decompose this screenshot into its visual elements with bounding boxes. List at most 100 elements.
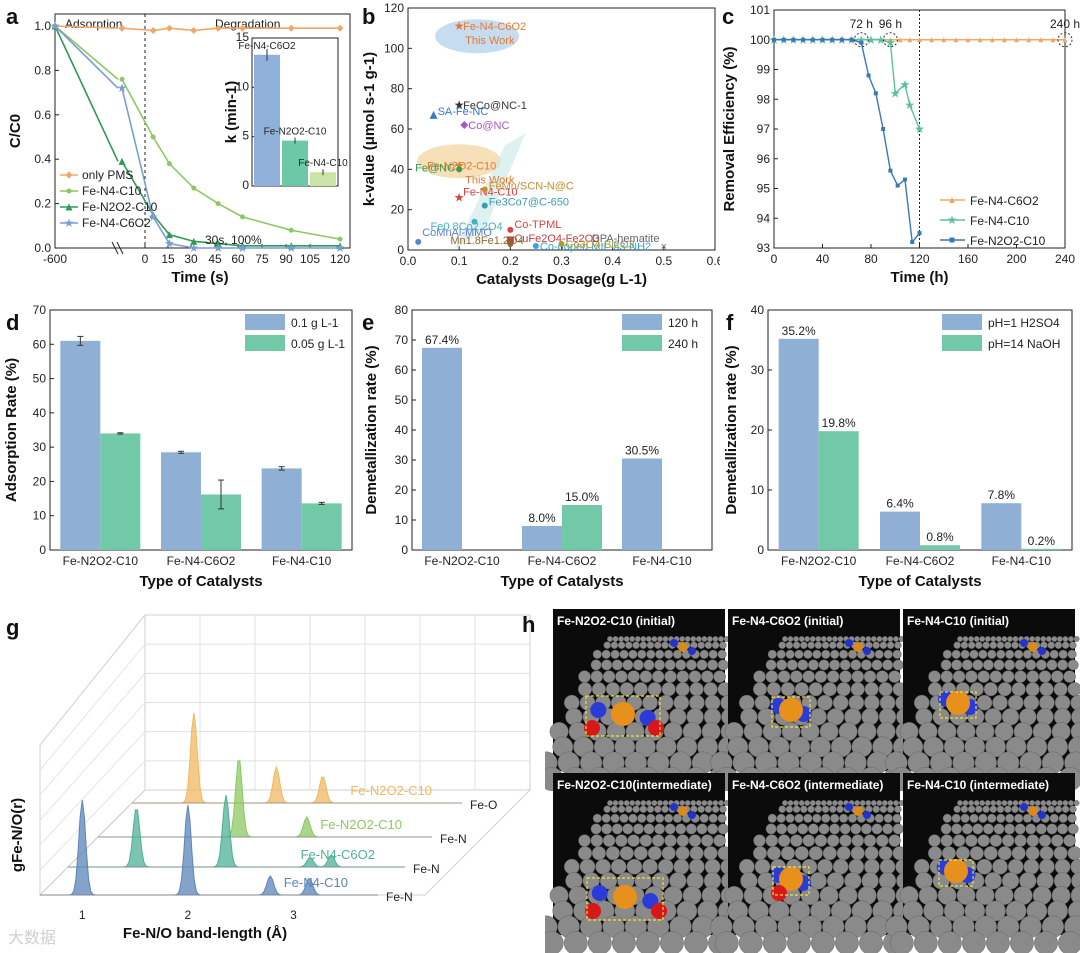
panel-g-bond-label-fe-o: Fe-O bbox=[470, 798, 497, 812]
panel-a-point-fe-n4-c10 bbox=[150, 134, 156, 140]
panel-h-carbon-sphere bbox=[814, 670, 828, 683]
panel-h-carbon-sphere bbox=[820, 636, 827, 642]
panel-a-letter: a bbox=[6, 4, 19, 29]
panel-h-carbon-sphere bbox=[654, 823, 666, 835]
panel-h-carbon-sphere bbox=[787, 931, 811, 953]
panel-h-carbon-sphere bbox=[778, 805, 786, 813]
panel-h-carbon-sphere bbox=[787, 636, 794, 642]
panel-h-carbon-sphere bbox=[1068, 636, 1074, 642]
panel-h-carbon-sphere bbox=[807, 641, 815, 649]
panel-h-carbon-sphere bbox=[603, 641, 611, 649]
panel-b-point-comnal-mmo bbox=[415, 238, 422, 245]
panel-h-carbon-sphere bbox=[794, 846, 809, 861]
panel-h-carbon-sphere bbox=[1004, 641, 1012, 649]
panel-h-carbon-sphere bbox=[697, 641, 705, 649]
panel-h-carbon-sphere bbox=[964, 736, 986, 758]
panel-h-carbon-sphere bbox=[793, 636, 800, 642]
panel-c-point-fe-n2o2-c10 bbox=[791, 37, 796, 42]
panel-e-chart: e 0 10 20 30 40 50 60 70 80 Fe-N2O2-C10 67.4% Fe-N4… bbox=[362, 303, 713, 590]
panel-h-carbon-sphere bbox=[864, 846, 879, 861]
panel-h-carbon-sphere bbox=[1025, 682, 1040, 697]
panel-h-carbon-sphere bbox=[800, 805, 808, 813]
panel-g-grid-line bbox=[39, 760, 146, 871]
panel-g-grid-line bbox=[39, 673, 146, 796]
panel-h-carbon-sphere bbox=[610, 813, 620, 823]
panel-a-point-only-pms bbox=[239, 24, 246, 32]
panel-h-carbon-sphere bbox=[836, 682, 851, 697]
panel-h-carbon-sphere bbox=[977, 834, 990, 847]
panel-h-carbon-sphere bbox=[662, 800, 669, 806]
panel-c-point-fe-n2o2-c10 bbox=[810, 37, 815, 42]
panel-h-carbon-sphere bbox=[894, 641, 902, 649]
panel-b-y-axis-title: k-value (μmol s-1 g-1) bbox=[361, 52, 378, 206]
panel-b-point-label-dpa-hematite: DPA-hematite bbox=[592, 233, 660, 245]
panel-a-point-only-pms bbox=[287, 24, 295, 32]
panel-h-carbon-sphere bbox=[804, 636, 811, 642]
panel-h-carbon-sphere bbox=[965, 834, 978, 847]
panel-c-x-axis-title: Time (h) bbox=[890, 269, 948, 286]
panel-h-carbon-sphere bbox=[836, 641, 844, 649]
panel-e-bar-120-h bbox=[422, 347, 462, 550]
panel-h-carbon-sphere bbox=[657, 636, 663, 642]
panel-h-carbon-sphere bbox=[821, 805, 830, 813]
panel-h-carbon-sphere bbox=[808, 846, 823, 861]
panel-h-nitrogen-sphere bbox=[845, 639, 853, 647]
panel-c-series-line-fe-n2o2-c10 bbox=[774, 39, 921, 244]
panel-b-y-tick-label: 0 bbox=[397, 243, 404, 257]
panel-h-carbon-sphere bbox=[633, 682, 648, 697]
panel-h-carbon-sphere bbox=[754, 858, 771, 875]
panel-h-carbon-sphere bbox=[984, 708, 1002, 726]
panel-b-point-fe3co7-c-650 bbox=[481, 202, 488, 209]
panel-h-carbon-sphere bbox=[1047, 805, 1055, 813]
panel-h-carbon-sphere bbox=[951, 659, 963, 671]
panel-h-carbon-sphere bbox=[1045, 636, 1052, 642]
panel-h-carbon-sphere bbox=[872, 805, 880, 813]
panel-b-point-fe-n2o2-c10: ★ bbox=[454, 158, 465, 172]
panel-h-carbon-sphere bbox=[676, 834, 690, 847]
panel-a-y-tick-label: 0.0 bbox=[34, 241, 51, 255]
panel-g-series-label-fe-n2o2-c10: Fe-N2O2-C10 bbox=[350, 783, 432, 798]
panel-h-carbon-sphere bbox=[765, 823, 777, 835]
panel-h-carbon-sphere bbox=[626, 858, 643, 875]
panel-h-carbon-sphere bbox=[672, 813, 682, 823]
panel-h-carbon-sphere bbox=[996, 805, 1005, 813]
panel-b-point-label-co-tpml: Co-TPML bbox=[514, 219, 561, 231]
panel-h-carbon-sphere bbox=[819, 722, 839, 741]
panel-c-series-line-fe-n4-c10 bbox=[774, 39, 921, 130]
panel-h-carbon-sphere bbox=[872, 641, 880, 649]
panel-h-carbon-sphere bbox=[814, 805, 823, 813]
panel-h-snapshot-1: Fe-N2O2-C10 (initial) bbox=[545, 609, 740, 791]
panel-h-carbon-sphere bbox=[753, 846, 768, 861]
panel-h-carbon-sphere bbox=[953, 641, 961, 649]
panel-h-carbon-sphere bbox=[928, 846, 943, 861]
panel-h-carbon-sphere bbox=[719, 805, 727, 813]
panel-b-point-co-doped-mil-53-nh2 bbox=[532, 242, 539, 249]
panel-h-carbon-sphere bbox=[960, 641, 969, 649]
panel-h-carbon-sphere bbox=[808, 823, 819, 835]
panel-h-carbon-sphere bbox=[637, 813, 647, 823]
panel-h-carbon-sphere bbox=[1058, 813, 1068, 823]
panel-h-carbon-sphere bbox=[690, 636, 697, 642]
panel-a-point-fe-n4-c10 bbox=[191, 185, 197, 191]
panel-e-y-axis-title: Demetallization rate (%) bbox=[363, 345, 380, 514]
panel-h-carbon-sphere bbox=[913, 694, 930, 711]
panel-h-carbon-sphere bbox=[579, 858, 596, 875]
panel-h-carbon-sphere bbox=[1039, 846, 1054, 861]
panel-c-highlight-circle bbox=[853, 32, 869, 48]
panel-h-carbon-sphere bbox=[1014, 670, 1027, 683]
panel-h-carbon-sphere bbox=[591, 682, 606, 697]
panel-h-carbon-sphere bbox=[892, 823, 904, 835]
panel-h-carbon-sphere bbox=[689, 694, 705, 711]
panel-h-iron-sphere bbox=[853, 642, 863, 652]
panel-h-iron-sphere bbox=[611, 702, 635, 726]
panel-a-inset-bar-fe-n2o2-c10 bbox=[282, 140, 308, 186]
panel-h-carbon-sphere bbox=[860, 823, 872, 835]
panel-b-letter: b bbox=[362, 4, 375, 29]
panel-c-highlight-circle bbox=[1057, 32, 1073, 48]
panel-h-carbon-sphere bbox=[628, 649, 638, 659]
panel-h-carbon-sphere bbox=[1046, 659, 1058, 671]
panel-h-carbon-sphere bbox=[654, 805, 662, 813]
panel-h-carbon-sphere bbox=[782, 800, 788, 806]
panel-a-legend-label: Fe-N2O2-C10 bbox=[82, 200, 158, 214]
panel-a-y-tick-label: 0.4 bbox=[34, 152, 51, 166]
